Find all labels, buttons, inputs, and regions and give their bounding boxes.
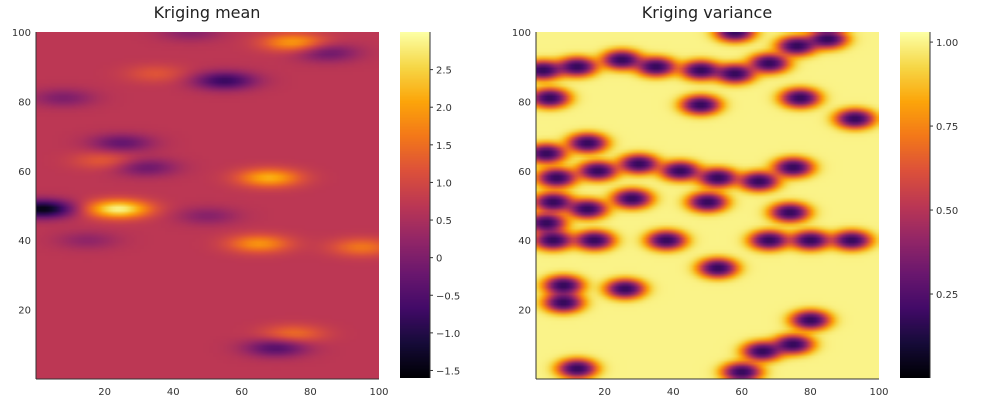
y-tick-label: 80 [18,97,31,108]
colorbar-tick-label: −0.5 [436,291,460,302]
kriging-mean-heatmap [36,32,379,379]
y-tick-label: 60 [518,167,531,178]
y-tick-label: 100 [12,28,31,39]
colorbar-tick-label: 2.0 [436,103,452,114]
y-tick-label: 40 [18,236,31,247]
colorbar-tick-label: 0.5 [436,216,452,227]
x-tick-label: 40 [667,387,680,398]
kriging-variance-colorbar [900,32,930,378]
kriging-variance-heatmap [536,32,879,379]
kriging-variance-panel: Kriging variance 20 40 60 80 10020406080100 … [512,3,958,398]
y-tick-label: 20 [18,306,31,317]
colorbar-tick-label: 1.5 [436,141,452,152]
x-tick-label: 80 [304,387,317,398]
y-tick-label: 40 [518,236,531,247]
colorbar-tick-label: 0.50 [936,206,958,217]
colorbar-tick-label: 0.25 [936,290,958,301]
colorbar-tick-label: 0 [436,254,442,265]
colorbar-tick-label: −1.0 [436,329,460,340]
kriging-variance-title: Kriging variance [642,3,772,22]
kriging-mean-colorbar [400,32,430,378]
colorbar-tick-label: 1.0 [436,178,452,189]
x-tick-label: 60 [235,387,248,398]
colorbar-tick-label: 2.5 [436,66,452,77]
kriging-mean-title: Kriging mean [154,3,261,22]
x-tick-label: 80 [804,387,817,398]
y-tick-label: 80 [518,97,531,108]
y-tick-label: 60 [18,167,31,178]
x-tick-label: 100 [369,387,388,398]
kriging-variance-axes: 20 40 60 80 100 20 40 60 80 100 [512,28,889,398]
colorbar-tick-label: 1.00 [936,38,958,49]
y-tick-label: 100 [512,28,531,39]
x-tick-label: 40 [167,387,180,398]
kriging-mean-colorbar-ticks: −1.5 −1.0 −0.5 0 0.5 1.0 1.5 2.0 2.5 [429,32,460,378]
x-tick-label: 20 [598,387,611,398]
colorbar-tick-label: 0.75 [936,122,958,133]
kriging-mean-axes: 20 40 60 80 100 20 40 60 80 100 [12,28,389,398]
x-tick-label: 20 [98,387,111,398]
kriging-mean-panel: Kriging mean 20 40 60 80 100 20 40 60 80 100 −1.5… [12,3,460,398]
colorbar-tick-label: −1.5 [436,366,460,377]
x-tick-label: 100 [869,387,888,398]
kriging-variance-colorbar-ticks: 0.25 0.50 0.75 1.00 [929,32,958,378]
x-tick-label: 60 [735,387,748,398]
y-tick-label: 20 [518,306,531,317]
